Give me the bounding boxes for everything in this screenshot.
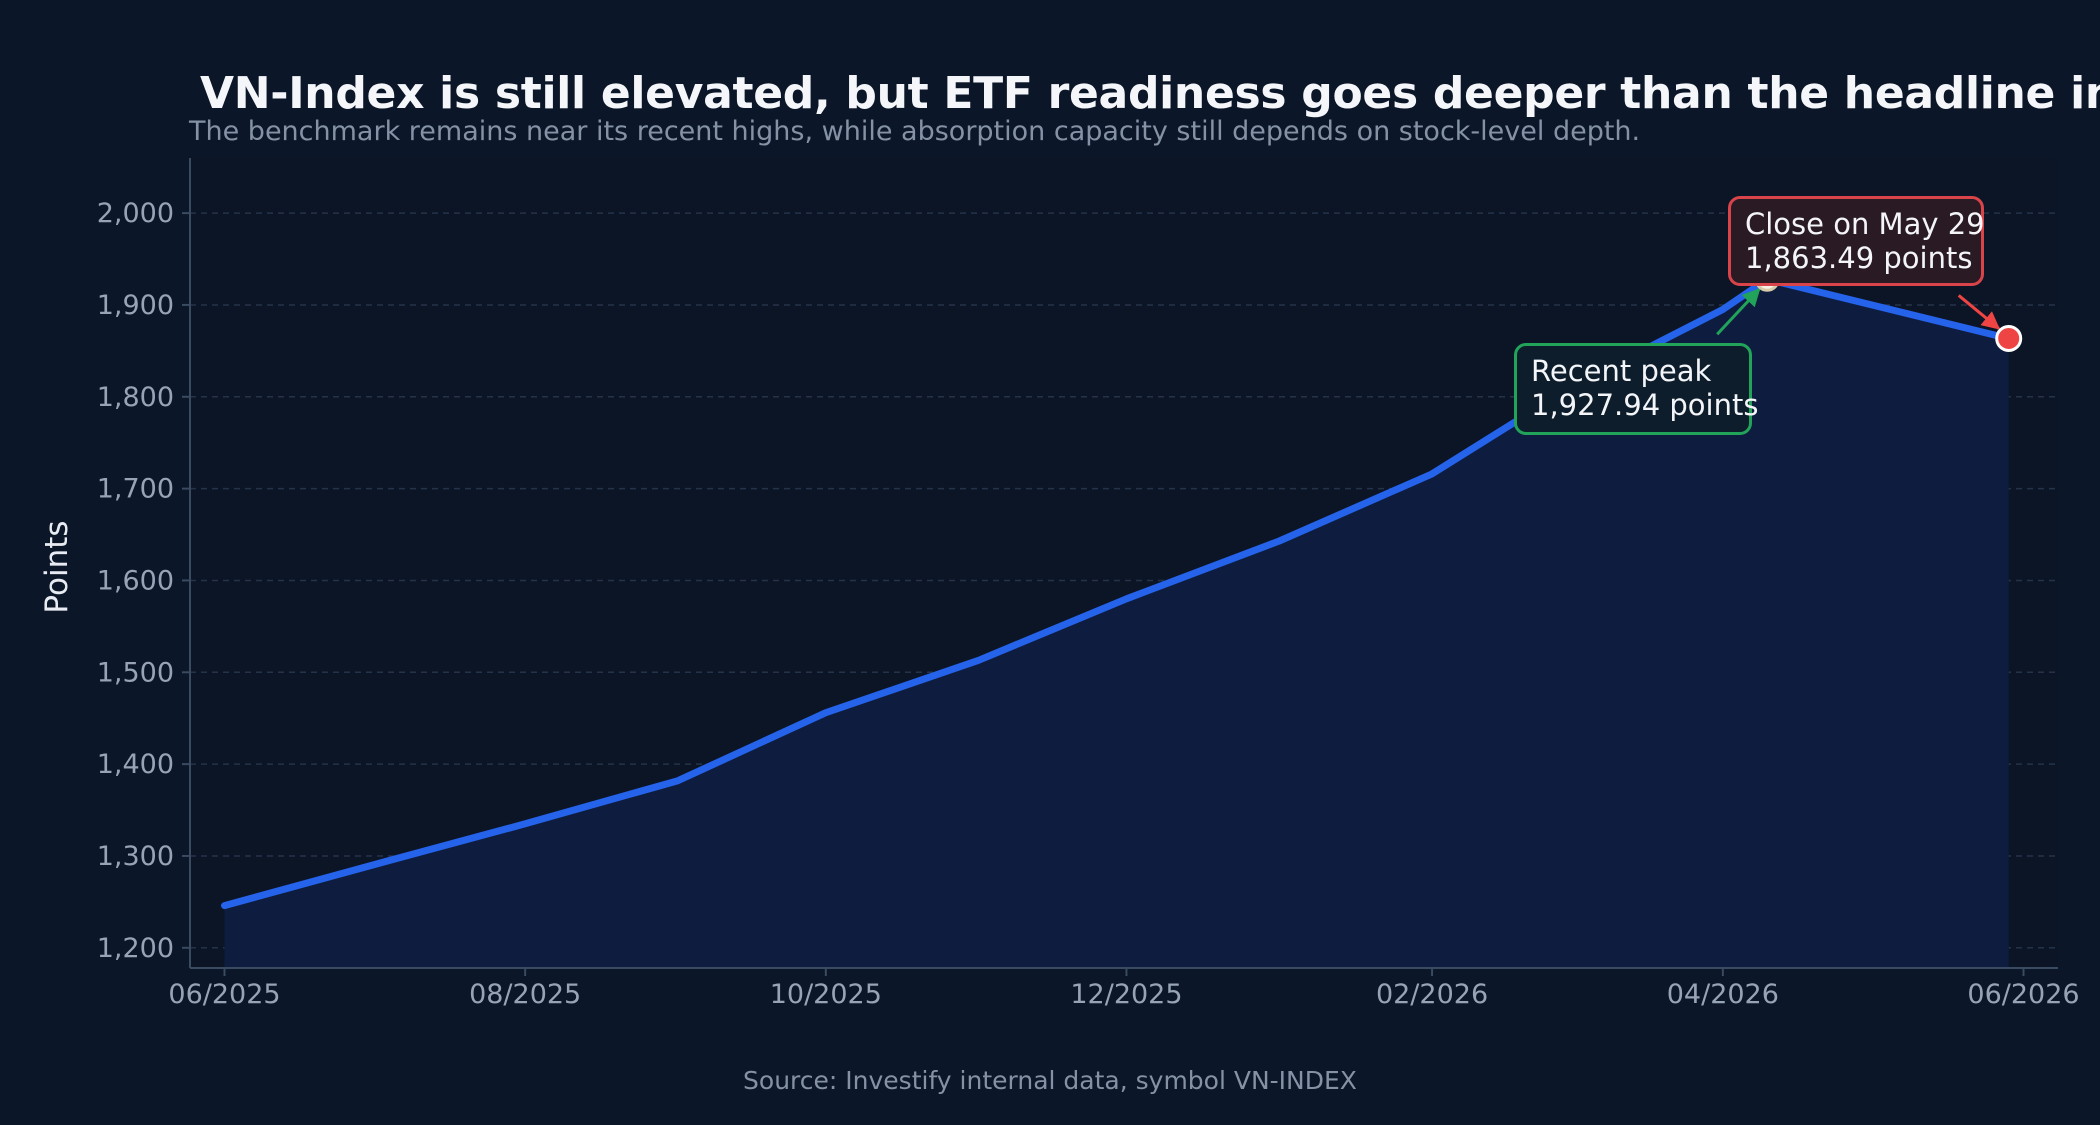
- source-note: Source: Investify internal data, symbol …: [743, 1066, 1357, 1095]
- y-tick-label: 1,300: [97, 841, 174, 872]
- y-tick-label: 2,000: [97, 198, 174, 229]
- y-tick-label: 1,200: [97, 933, 174, 964]
- close-callout-title: Close on May 29: [1745, 207, 1985, 241]
- axes: [182, 158, 2058, 976]
- close-callout: Close on May 29 1,863.49 points: [1728, 196, 1985, 286]
- close-arrow: [1957, 294, 2001, 330]
- y-tick-label: 1,800: [97, 382, 174, 413]
- series-area: [224, 279, 2009, 968]
- x-tick-label: 10/2025: [770, 979, 882, 1010]
- x-tick-label: 08/2025: [469, 979, 581, 1010]
- y-axis-label: Points: [39, 520, 75, 614]
- chart-title: VN-Index is still elevated, but ETF read…: [200, 68, 2100, 119]
- tick-labels: 1,200 1,300 1,400 1,500 1,600 1,700 1,800 1,900…: [97, 198, 2080, 1010]
- series-line: [221, 275, 2013, 910]
- y-tick-label: 1,900: [97, 290, 174, 321]
- y-tick-label: 1,600: [97, 565, 174, 596]
- peak-callout-value: 1,927.94 points: [1531, 388, 1759, 422]
- x-tick-label: 02/2026: [1376, 979, 1488, 1010]
- y-tick-label: 1,400: [97, 749, 174, 780]
- x-tick-label: 12/2025: [1070, 979, 1182, 1010]
- x-tick-label: 06/2026: [1967, 979, 2079, 1010]
- close-marker: [1995, 324, 2023, 352]
- chart-subtitle: The benchmark remains near its recent hi…: [189, 116, 1641, 147]
- peak-callout-title: Recent peak: [1531, 354, 1712, 388]
- x-tick-label: 04/2026: [1667, 979, 1779, 1010]
- peak-callout: Recent peak 1,927.94 points: [1514, 343, 1759, 435]
- y-tick-label: 1,700: [97, 474, 174, 505]
- y-tick-label: 1,500: [97, 657, 174, 688]
- peak-arrow: [1716, 287, 1761, 336]
- close-callout-value: 1,863.49 points: [1745, 241, 1973, 275]
- x-tick-label: 06/2025: [168, 979, 280, 1010]
